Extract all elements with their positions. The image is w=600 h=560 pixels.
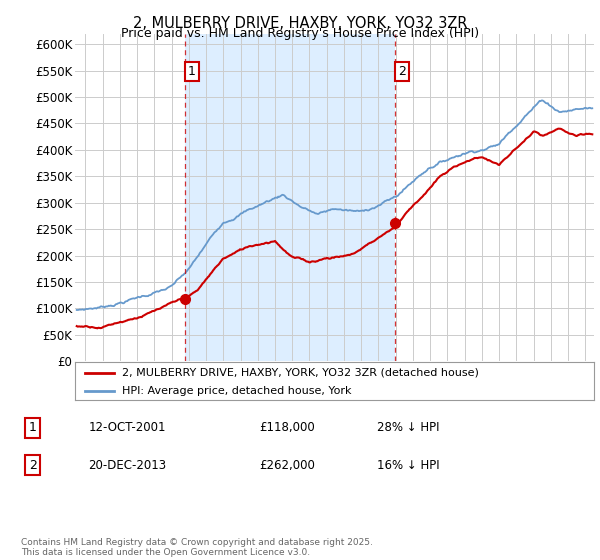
Text: 1: 1: [29, 421, 37, 435]
Text: Price paid vs. HM Land Registry's House Price Index (HPI): Price paid vs. HM Land Registry's House …: [121, 27, 479, 40]
Text: 16% ↓ HPI: 16% ↓ HPI: [377, 459, 439, 472]
Text: £118,000: £118,000: [259, 421, 315, 435]
Text: £262,000: £262,000: [259, 459, 315, 472]
Text: 28% ↓ HPI: 28% ↓ HPI: [377, 421, 439, 435]
Text: 2, MULBERRY DRIVE, HAXBY, YORK, YO32 3ZR (detached house): 2, MULBERRY DRIVE, HAXBY, YORK, YO32 3ZR…: [122, 367, 479, 377]
Text: 2: 2: [29, 459, 37, 472]
Text: HPI: Average price, detached house, York: HPI: Average price, detached house, York: [122, 386, 351, 396]
Text: 2: 2: [398, 65, 406, 78]
Bar: [185, 34, 395, 361]
Text: 2, MULBERRY DRIVE, HAXBY, YORK, YO32 3ZR: 2, MULBERRY DRIVE, HAXBY, YORK, YO32 3ZR: [133, 16, 467, 31]
Text: Contains HM Land Registry data © Crown copyright and database right 2025.
This d: Contains HM Land Registry data © Crown c…: [21, 538, 373, 557]
Text: 1: 1: [188, 65, 196, 78]
Text: 12-OCT-2001: 12-OCT-2001: [88, 421, 166, 435]
Text: 20-DEC-2013: 20-DEC-2013: [88, 459, 167, 472]
